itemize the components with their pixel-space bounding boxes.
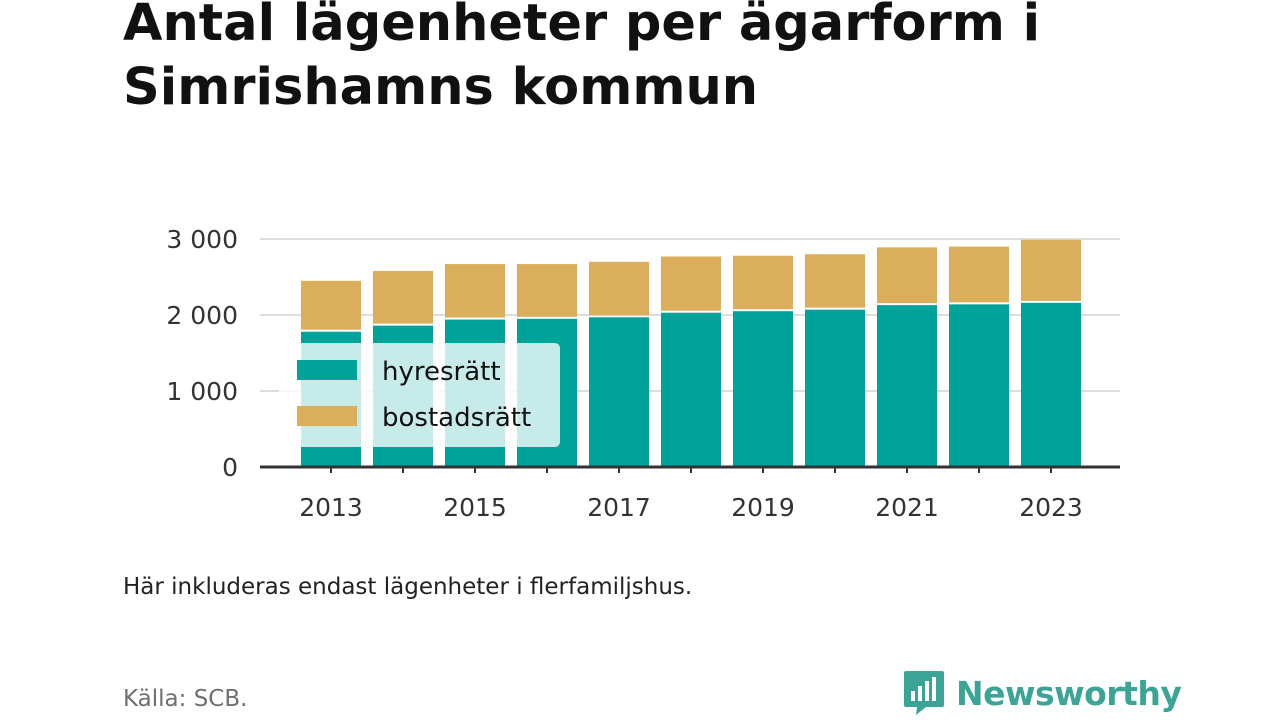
bar-hyresratt-2017	[589, 317, 649, 467]
bar-hyresratt-2021	[877, 305, 937, 467]
stacked-bar-chart: 0 1 000 2 000 3 000 2013 2015 2017 2019 2021 2023…	[166, 225, 1120, 522]
x-tick-label: 2013	[299, 493, 363, 522]
chart-title: Antal lägenheter per ägarform i Simrisha…	[123, 0, 1041, 117]
bar-bostadsratt-2018	[661, 256, 721, 311]
brand-name: Newsworthy	[956, 673, 1182, 713]
brand-logo[interactable]: Newsworthy	[902, 669, 1182, 717]
bar-hyresratt-2019	[733, 311, 793, 467]
bar-bostadsratt-2022	[949, 246, 1009, 303]
x-tick-label: 2019	[731, 493, 795, 522]
y-tick-label: 0	[222, 453, 238, 482]
legend: hyresrätt bostadsrätt	[279, 343, 560, 447]
bar-bostadsratt-2019	[733, 255, 793, 310]
y-tick-label: 1 000	[166, 377, 238, 406]
y-tick-label: 3 000	[166, 225, 238, 254]
bar-bostadsratt-2014	[373, 270, 433, 324]
bar-bostadsratt-2021	[877, 247, 937, 304]
bar-bostadsratt-2023	[1021, 239, 1081, 301]
x-tick-label: 2015	[443, 493, 507, 522]
chart-note: Här inkluderas endast lägenheter i flerf…	[123, 574, 693, 600]
x-tick-label: 2017	[587, 493, 651, 522]
newsworthy-logo-icon	[904, 671, 944, 715]
legend-label: bostadsrätt	[382, 403, 531, 433]
legend-swatch	[297, 360, 357, 380]
bar-bostadsratt-2017	[589, 261, 649, 316]
bar-bostadsratt-2013	[301, 280, 361, 330]
bar-bostadsratt-2016	[517, 264, 577, 317]
bar-bostadsratt-2020	[805, 254, 865, 308]
legend-swatch	[297, 406, 357, 426]
source-credit: Källa: SCB.	[123, 686, 248, 712]
y-tick-label: 2 000	[166, 301, 238, 330]
x-tick-label: 2023	[1019, 493, 1083, 522]
bar-hyresratt-2018	[661, 312, 721, 467]
legend-label: hyresrätt	[382, 357, 501, 387]
bar-bostadsratt-2015	[445, 264, 505, 318]
x-tick-label: 2021	[875, 493, 939, 522]
bar-hyresratt-2020	[805, 309, 865, 467]
bar-hyresratt-2022	[949, 304, 1009, 467]
bar-hyresratt-2023	[1021, 302, 1081, 467]
